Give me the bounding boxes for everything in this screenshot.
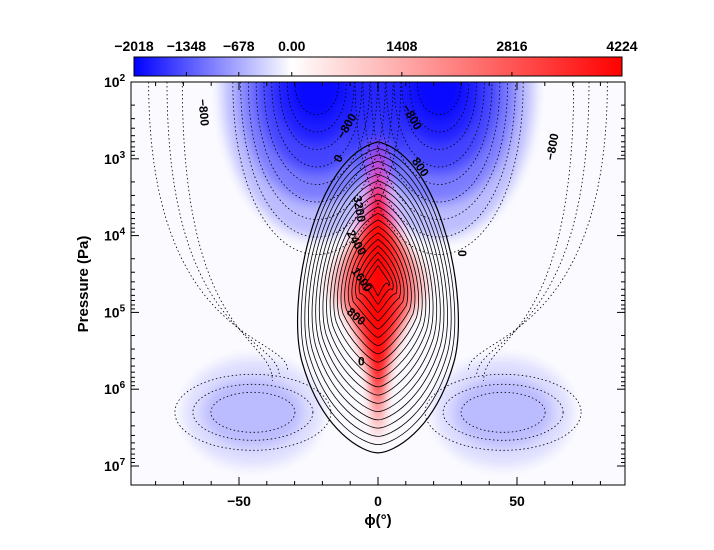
positive-jet-shade (370, 141, 386, 442)
colorbar-tick-label: 1408 (386, 38, 417, 54)
negative-contour (393, 82, 485, 168)
colorbar-gradient (133, 56, 623, 77)
contour-label: 0 (358, 355, 365, 369)
y-tick-exponent: 7 (120, 457, 126, 468)
deep-lobe-contour (424, 373, 582, 451)
negative-contour (294, 82, 340, 115)
deep-lobe-shade (202, 377, 303, 448)
outer-contour (148, 82, 289, 371)
negative-contour (401, 82, 477, 150)
contour-label: −800 (543, 132, 562, 161)
positive-contour (358, 251, 398, 313)
contour-lines (148, 82, 608, 454)
contour-label: 3200 (350, 194, 368, 223)
positive-contour (296, 141, 460, 454)
positive-contour (329, 199, 427, 379)
negative-jet-shade (290, 82, 343, 120)
positive-contour (344, 225, 412, 346)
positive-contour (366, 264, 390, 297)
x-axis-title: ϕ(°) (364, 512, 391, 529)
x-tick-label: 50 (509, 493, 525, 509)
y-tick-exponent: 5 (120, 303, 126, 314)
negative-contour (255, 82, 378, 203)
negative-contour (232, 82, 402, 255)
x-tick-label: −50 (227, 493, 251, 509)
negative-contour (263, 82, 371, 185)
y-tick-exponent: 6 (120, 380, 126, 391)
negative-contour (362, 82, 516, 238)
negative-contour (279, 82, 355, 150)
outer-contour (181, 82, 273, 382)
positive-contour (308, 160, 448, 429)
negative-contour (385, 82, 493, 185)
positive-contour (315, 173, 441, 412)
y-tick-base: 10 (104, 151, 120, 167)
colorbar: −2018 −1348 −678 0.00 1408 2816 4224 (114, 38, 638, 77)
negative-jet-shade (413, 82, 466, 120)
positive-contour (347, 232, 409, 338)
positive-contour (351, 238, 405, 330)
negative-contour (271, 82, 363, 168)
colorbar-tick-label: −1348 (167, 38, 207, 54)
y-tick-base: 10 (104, 381, 120, 397)
outer-contour (483, 82, 575, 382)
y-tick-label: 103 (104, 150, 126, 167)
outer-contour (467, 82, 608, 371)
deep-lobe-shade (453, 377, 554, 448)
y-tick-base: 10 (104, 458, 120, 474)
y-tick-label: 106 (104, 380, 126, 397)
y-tick-base: 10 (104, 74, 120, 90)
colorbar-tick-label: 4224 (606, 38, 637, 54)
x-tick-label: 0 (374, 493, 382, 509)
colorbar-tick-labels: −2018 −1348 −678 0.00 1408 2816 4224 (114, 38, 638, 76)
y-tick-label: 107 (104, 457, 126, 474)
positive-contour (337, 212, 419, 363)
negative-contour (354, 82, 524, 255)
negative-contour (286, 82, 347, 133)
deep-lobe-contour (442, 383, 564, 441)
negative-contour (370, 82, 509, 220)
y-tick-label: 104 (104, 227, 126, 244)
positive-contour (326, 193, 430, 388)
negative-contour (247, 82, 386, 220)
deep-lobe-contour (192, 383, 314, 441)
positive-contour (355, 245, 401, 322)
positive-contour (311, 167, 445, 421)
positive-contour (362, 258, 394, 305)
y-tick-exponent: 3 (120, 150, 126, 161)
positive-contour (318, 180, 438, 404)
deep-lobe-contour (210, 391, 296, 433)
y-tick-exponent: 2 (120, 73, 126, 84)
negative-contour (378, 82, 501, 203)
x-axis-ticks: −50 0 50 (155, 82, 601, 509)
positive-contour (322, 186, 434, 396)
contour-label: −800 (196, 98, 212, 126)
colorbar-tick-label: 0.00 (278, 38, 305, 54)
y-axis-title: Pressure (Pa) (75, 236, 92, 333)
y-tick-base: 10 (104, 228, 120, 244)
y-tick-exponent: 4 (120, 227, 126, 238)
colorbar-tick-label: 2816 (496, 38, 527, 54)
negative-contour (240, 82, 394, 238)
positive-contour (300, 147, 456, 445)
negative-contour (416, 82, 462, 115)
deep-lobe-contour (174, 373, 332, 451)
colorbar-tick-label: −678 (223, 38, 255, 54)
contour-label: 0 (455, 250, 469, 257)
positive-contour (333, 206, 423, 371)
y-tick-base: 10 (104, 304, 120, 320)
y-tick-label: 102 (104, 73, 126, 90)
colorbar-tick-label: −2018 (114, 38, 154, 54)
y-tick-label: 105 (104, 303, 126, 320)
positive-contour (304, 154, 452, 437)
deep-lobe-contour (460, 391, 546, 433)
positive-contour (340, 219, 416, 355)
negative-contour (409, 82, 470, 133)
